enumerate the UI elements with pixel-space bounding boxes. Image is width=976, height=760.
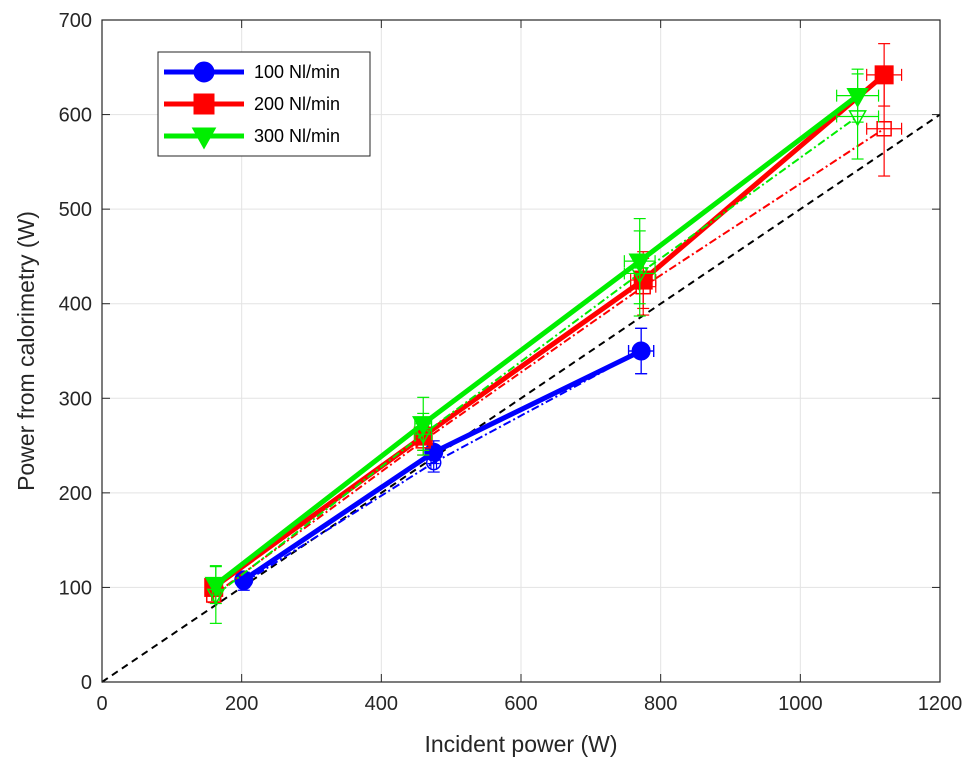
x-axis-title: Incident power (W) (424, 731, 617, 757)
data-point (206, 588, 226, 606)
y-tick-label: 300 (59, 388, 92, 410)
data-point (635, 278, 651, 295)
y-tick-label: 100 (59, 577, 92, 599)
data-point (191, 127, 217, 150)
y-tick-label: 500 (59, 199, 92, 221)
series-line (213, 127, 885, 596)
series-line (212, 72, 886, 590)
x-tick-label: 400 (365, 693, 398, 715)
data-point (236, 574, 252, 591)
legend-label: 300 Nl/min (254, 126, 340, 146)
y-tick-label: 200 (59, 483, 92, 505)
x-tick-label: 1000 (778, 693, 823, 715)
legend-label: 200 Nl/min (254, 94, 340, 114)
series-group (204, 43, 903, 624)
series-line (243, 350, 642, 584)
legend: 100 Nl/min 200 Nl/min 300 Nl/min (157, 51, 371, 157)
y-tick-label: 600 (59, 105, 92, 127)
data-point (633, 343, 649, 359)
x-tick-label: 1200 (918, 693, 963, 715)
data-point (413, 427, 433, 445)
series-line (214, 93, 860, 587)
y-tick-label: 700 (59, 10, 92, 32)
axes (101, 19, 941, 683)
series-100-nl-min (234, 327, 655, 590)
data-point (848, 110, 867, 127)
legend-label: 100 Nl/min (254, 62, 340, 82)
series-unlabeled (236, 327, 655, 591)
y-tick-label: 400 (59, 294, 92, 316)
legend-item: 100 Nl/min (164, 61, 340, 83)
series-line (215, 115, 859, 596)
data-point (193, 93, 215, 115)
data-point (193, 61, 215, 83)
legend-item: 200 Nl/min (164, 93, 340, 115)
tick-labels: 0 200 400 600 800 1000 1200 0 100 200 300 400 500 600… (59, 10, 963, 715)
series-unlabeled (205, 80, 903, 604)
legend-item: 300 Nl/min (164, 126, 340, 150)
x-tick-label: 0 (96, 693, 107, 715)
y-tick-label: 0 (81, 672, 92, 694)
data-point (630, 267, 650, 284)
series-unlabeled (206, 73, 880, 624)
data-point (425, 454, 442, 471)
x-tick-label: 800 (644, 693, 677, 715)
data-point (876, 121, 892, 137)
x-tick-label: 200 (225, 693, 258, 715)
x-tick-label: 600 (504, 693, 537, 715)
y-axis-title: Power from calorimetry (W) (13, 211, 39, 491)
